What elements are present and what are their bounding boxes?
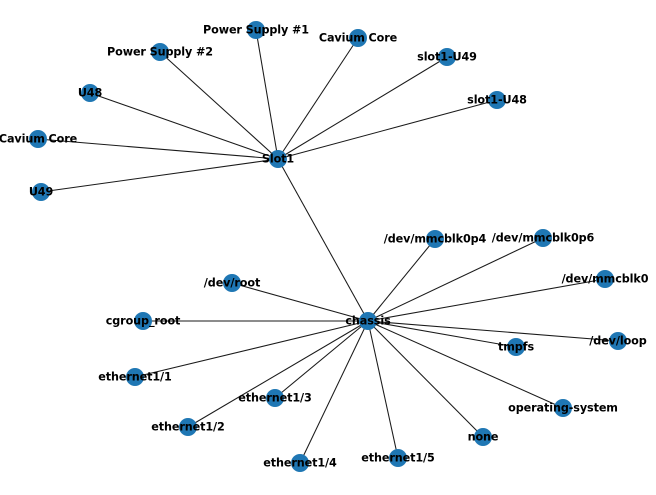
graph-edge — [367, 238, 436, 322]
graph-edge — [277, 56, 448, 160]
graph-node[interactable] — [126, 368, 144, 386]
graph-node[interactable] — [609, 332, 627, 350]
graph-node[interactable] — [29, 130, 47, 148]
graph-node[interactable] — [179, 418, 197, 436]
graph-edge — [367, 237, 544, 322]
edges-layer — [37, 29, 619, 464]
graph-edge — [277, 99, 498, 160]
graph-edge — [299, 320, 369, 464]
graph-node[interactable] — [389, 449, 407, 467]
graph-edge — [367, 320, 399, 459]
graph-node[interactable] — [291, 454, 309, 472]
graph-edge — [255, 29, 279, 160]
graph-edge — [187, 320, 369, 428]
graph-edge — [134, 320, 369, 378]
graph-node[interactable] — [596, 270, 614, 288]
graph-node[interactable] — [32, 183, 50, 201]
graph-node[interactable] — [426, 230, 444, 248]
graph-edge — [231, 282, 369, 322]
graph-node[interactable] — [359, 312, 377, 330]
graph-node[interactable] — [488, 91, 506, 109]
graph-node[interactable] — [223, 274, 241, 292]
graph-node[interactable] — [134, 312, 152, 330]
graph-node[interactable] — [349, 29, 367, 47]
graph-node[interactable] — [269, 150, 287, 168]
graph-node[interactable] — [151, 43, 169, 61]
graph-edge — [89, 92, 279, 160]
graph-edge — [367, 320, 619, 342]
graph-node[interactable] — [247, 21, 265, 39]
graph-node[interactable] — [534, 229, 552, 247]
graph-edge — [37, 138, 279, 160]
graph-edge — [159, 51, 279, 160]
graph-node[interactable] — [266, 389, 284, 407]
graph-edge — [367, 320, 484, 438]
graph-node[interactable] — [438, 48, 456, 66]
graph-edge — [277, 158, 369, 322]
graph-edge — [277, 37, 359, 160]
graph-node[interactable] — [474, 428, 492, 446]
graph-node[interactable] — [554, 399, 572, 417]
graph-edge — [40, 158, 279, 193]
graph-node[interactable] — [81, 84, 99, 102]
graph-edge — [367, 320, 564, 409]
graph-edge — [367, 278, 606, 322]
graph-node[interactable] — [507, 338, 525, 356]
graph-edge — [367, 320, 517, 348]
nodes-layer — [29, 21, 627, 472]
graph-edge — [274, 320, 369, 399]
